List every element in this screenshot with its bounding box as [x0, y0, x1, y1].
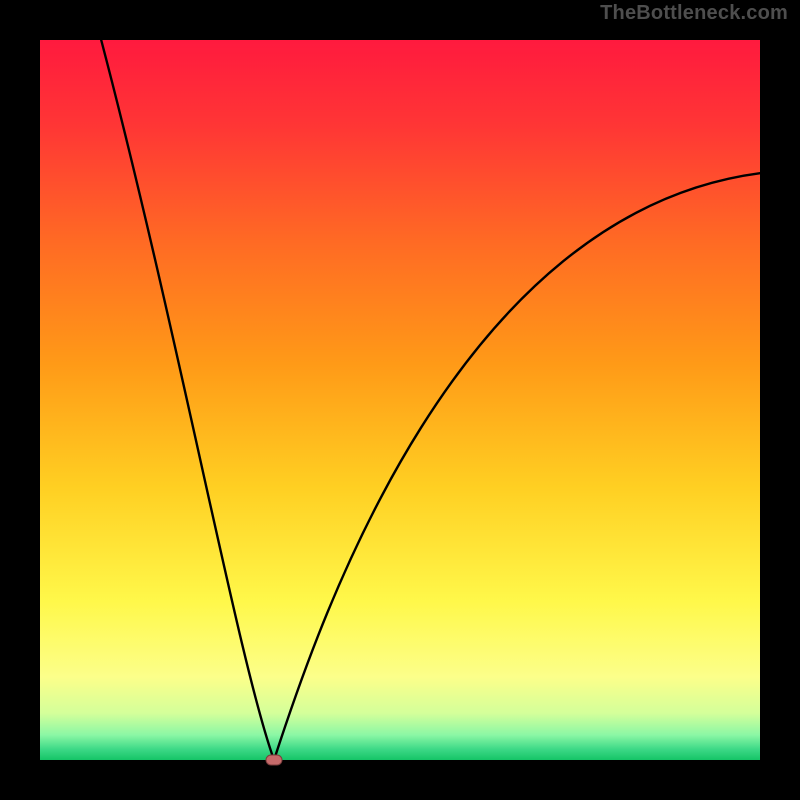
watermark-label: TheBottleneck.com: [600, 2, 788, 25]
plot-gradient-background: [40, 40, 760, 760]
chart-container: { "canvas": { "width": 800, "height": 80…: [0, 0, 800, 800]
bottleneck-chart: [0, 0, 800, 800]
optimum-marker: [266, 755, 282, 765]
